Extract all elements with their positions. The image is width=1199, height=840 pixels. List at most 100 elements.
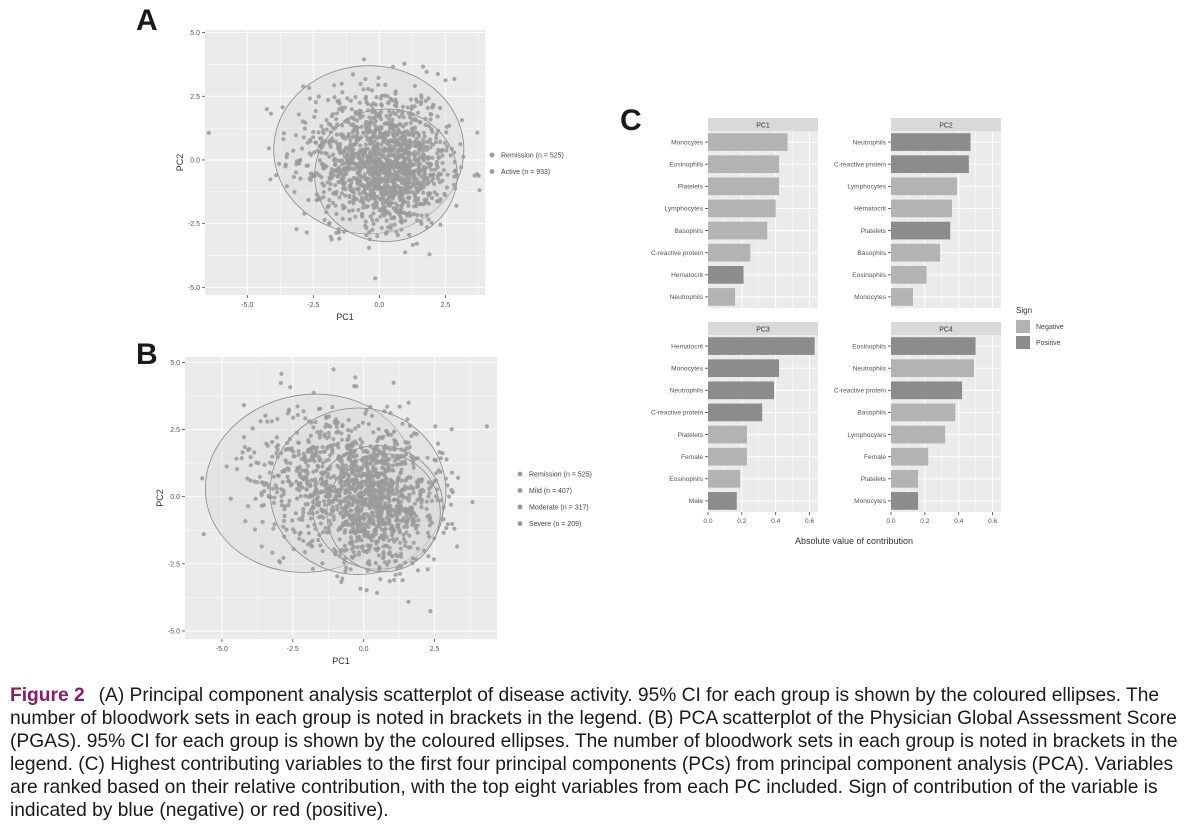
scatter-point — [431, 176, 436, 181]
scatter-point — [354, 474, 359, 479]
category-label: Hematocrit — [854, 206, 886, 213]
scatter-point — [332, 497, 337, 502]
scatter-point — [241, 435, 246, 440]
legend-key — [517, 521, 523, 526]
scatter-point — [355, 131, 360, 136]
scatter-point — [313, 479, 318, 484]
scatter-point — [294, 479, 299, 484]
scatter-point — [322, 166, 327, 171]
scatter-point — [286, 409, 291, 414]
scatter-point — [434, 159, 439, 165]
scatter-point — [364, 549, 369, 555]
scatter-point — [297, 161, 302, 166]
scatter-point — [424, 499, 429, 504]
scatter-point — [444, 124, 449, 130]
category-label: Platelets — [678, 184, 704, 191]
scatter-point — [387, 117, 392, 122]
scatter-point — [331, 158, 337, 163]
scatter-point — [405, 105, 410, 110]
scatter-point — [434, 471, 439, 476]
scatter-point — [368, 505, 373, 510]
scatter-point — [321, 190, 326, 195]
scatter-point — [390, 468, 395, 473]
scatter-point — [359, 485, 364, 490]
scatter-point — [452, 150, 457, 155]
scatter-point — [339, 455, 344, 460]
scatter-point — [385, 404, 390, 409]
scatter-point — [387, 538, 392, 543]
scatter-point — [373, 147, 378, 153]
scatter-point — [331, 489, 336, 494]
bar — [708, 425, 747, 444]
scatter-point — [356, 207, 361, 212]
scatter-point — [364, 472, 370, 477]
category-label: Neutrophils — [670, 388, 704, 395]
chart-b-pca-pgas: -5.0 -2.5 0.0 2.5 -5.0 -2.5 0.0 2.5 5.0 PC1 PC2 Rem… — [155, 357, 592, 666]
scatter-point — [296, 483, 302, 488]
scatter-point — [399, 564, 404, 569]
scatter-point — [307, 176, 312, 181]
scatter-point — [417, 148, 422, 153]
scatter-point — [301, 84, 306, 89]
scatter-point — [281, 555, 286, 560]
scatter-point — [301, 538, 306, 543]
scatter-point — [410, 522, 415, 527]
scatter-point — [283, 162, 288, 167]
scatter-point — [408, 111, 413, 116]
scatter-point — [426, 155, 431, 160]
scatter-point — [263, 413, 268, 418]
scatter-point — [342, 148, 347, 153]
scatter-point — [433, 424, 438, 429]
scatter-point — [398, 471, 403, 476]
scatter-point — [392, 447, 397, 452]
scatter-point — [301, 451, 306, 456]
scatter-point — [393, 183, 398, 188]
panel-label-b: B — [136, 338, 158, 371]
scatter-point — [335, 145, 340, 150]
scatter-point — [340, 90, 345, 95]
scatter-point — [339, 547, 344, 552]
scatter-point — [441, 168, 446, 173]
scatter-point — [308, 494, 313, 499]
scatter-point — [364, 119, 369, 124]
scatter-point — [425, 105, 430, 111]
scatter-point — [416, 172, 421, 177]
scatter-point — [459, 118, 465, 123]
scatter-point — [382, 121, 387, 126]
scatter-point — [367, 492, 372, 497]
scatter-point — [354, 539, 359, 544]
scatter-point — [253, 496, 258, 501]
scatter-point — [384, 495, 389, 500]
scatter-point — [403, 461, 408, 466]
legend-label: Negative — [1036, 324, 1064, 331]
scatter-point — [200, 476, 205, 481]
scatter-point — [306, 531, 311, 536]
scatter-point — [297, 471, 303, 476]
legend-label: Positive — [1036, 340, 1061, 347]
scatter-point — [407, 533, 412, 538]
scatter-point — [450, 521, 455, 526]
scatter-point — [376, 82, 381, 87]
scatter-point — [353, 458, 358, 463]
scatter-point — [346, 132, 351, 137]
scatter-point — [361, 521, 366, 527]
scatter-point — [377, 488, 383, 493]
scatter-point — [419, 505, 424, 510]
scatter-point — [386, 148, 391, 153]
scatter-point — [357, 191, 362, 196]
scatter-point — [241, 403, 246, 408]
scatter-point — [444, 148, 449, 153]
scatter-point — [293, 511, 298, 516]
scatter-point — [285, 440, 290, 445]
scatter-point — [393, 159, 398, 165]
scatter-point — [456, 475, 461, 480]
scatter-point — [385, 562, 390, 567]
scatter-point — [321, 499, 327, 504]
scatter-point — [304, 486, 309, 492]
scatter-point — [311, 135, 316, 140]
scatter-point — [305, 464, 311, 469]
scatter-point — [377, 504, 382, 509]
scatter-point — [320, 548, 325, 554]
category-label: Basophils — [674, 228, 703, 235]
scatter-point — [339, 458, 344, 463]
